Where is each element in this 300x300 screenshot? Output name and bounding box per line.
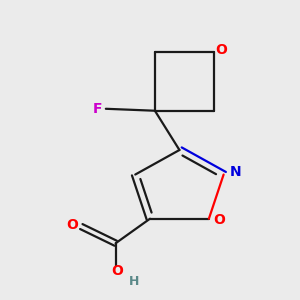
Text: H: H [129, 275, 140, 288]
Text: O: O [67, 218, 78, 232]
Text: O: O [214, 213, 226, 227]
Text: F: F [93, 102, 103, 116]
Text: O: O [216, 43, 228, 57]
Text: O: O [112, 264, 124, 278]
Text: N: N [230, 165, 241, 178]
